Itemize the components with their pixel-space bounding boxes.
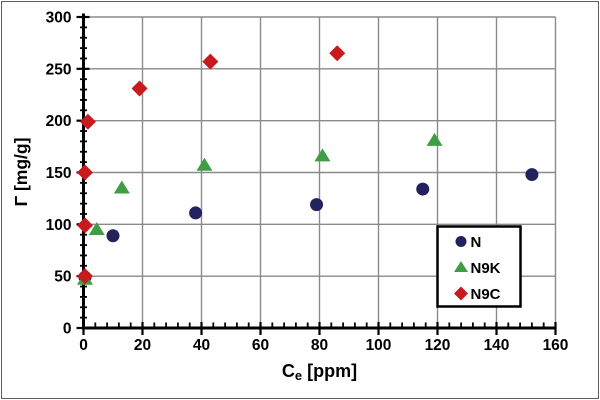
- x-tick-label: 40: [193, 337, 210, 354]
- point-N: [106, 229, 120, 243]
- point-N: [310, 198, 324, 212]
- legend: N N9K N9C: [436, 225, 522, 308]
- legend-label-N9K: N9K: [471, 260, 501, 277]
- legend-label-N9C: N9C: [471, 286, 501, 303]
- point-N9C: [79, 113, 96, 130]
- point-N9C: [76, 164, 93, 181]
- y-tick-label: 100: [46, 217, 72, 234]
- legend-marker-N: [455, 236, 467, 247]
- point-N9C: [131, 80, 148, 97]
- point-N9C: [76, 217, 93, 234]
- point-N: [189, 206, 203, 220]
- series-N9C: [76, 45, 346, 285]
- point-N9K: [314, 148, 331, 162]
- y-tick-label: 150: [46, 165, 72, 182]
- x-tick-label: 80: [311, 337, 328, 354]
- point-N9C: [202, 53, 219, 70]
- point-N: [416, 182, 430, 196]
- point-N9C: [329, 45, 346, 62]
- x-tick-label: 140: [484, 337, 510, 354]
- y-tick-label: 0: [63, 321, 72, 338]
- x-tick-label: 120: [425, 337, 451, 354]
- legend-box: [436, 225, 522, 308]
- gridlines: [83, 16, 557, 328]
- point-N: [525, 168, 539, 182]
- x-tick-label: 0: [79, 337, 88, 354]
- series-N9K: [76, 132, 443, 285]
- point-N9K: [196, 157, 213, 171]
- point-N9K: [88, 222, 105, 236]
- y-tick-label: 250: [46, 61, 72, 78]
- y-tick-label: 200: [46, 113, 72, 130]
- tick-labels: 0 50 100 150 200 250 300 0 20 40 60 80 100 120 140 160: [46, 10, 569, 355]
- point-N9C: [76, 268, 93, 285]
- x-tick-label: 60: [252, 337, 269, 354]
- x-tick-label: 100: [366, 337, 392, 354]
- legend-label-N: N: [471, 234, 482, 251]
- y-tick-label: 50: [54, 269, 71, 286]
- x-tick-label: 160: [543, 337, 569, 354]
- point-N9K: [426, 132, 443, 146]
- y-tick-label: 300: [46, 10, 72, 27]
- legend-marker-N9C: [454, 286, 468, 301]
- x-axis-title: Ce [ppm]: [282, 361, 357, 383]
- y-axis-title: Γ [mg/g]: [11, 138, 31, 207]
- point-N9K: [113, 180, 130, 194]
- x-tick-label: 20: [134, 337, 151, 354]
- legend-marker-N9K: [454, 261, 468, 272]
